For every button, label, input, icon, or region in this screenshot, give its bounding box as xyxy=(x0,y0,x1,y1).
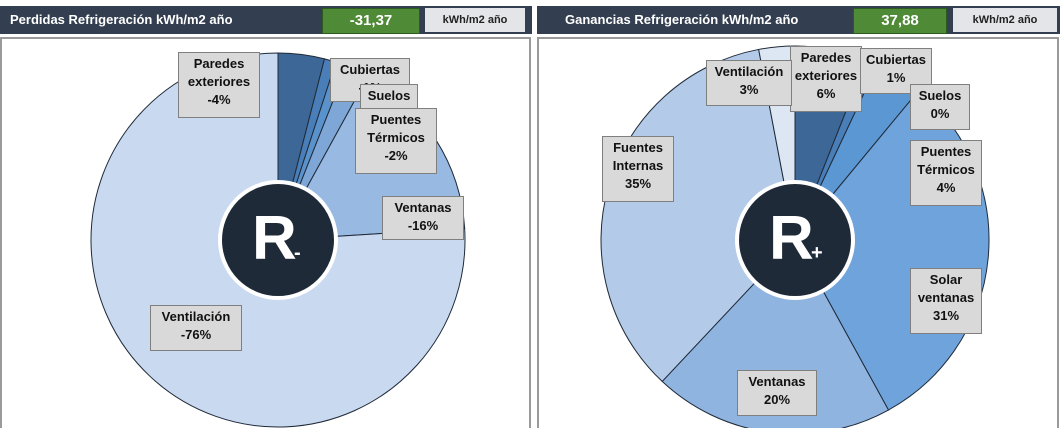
slice-name: Suelos xyxy=(367,88,411,103)
pie-slice xyxy=(661,239,890,428)
slice-name: Paredes exteriores xyxy=(187,56,251,89)
chart-title: Ganancias Refrigeración kWh/m2 año xyxy=(565,12,799,27)
slice-name: Puentes Térmicos xyxy=(917,144,975,177)
center-badge xyxy=(735,180,855,300)
slice-value: 3% xyxy=(739,82,759,97)
slice-label: Solar ventanas 31% xyxy=(910,268,982,334)
total-value: -31,37 xyxy=(322,8,420,34)
slice-label: Paredes exteriores -4% xyxy=(178,52,260,118)
slice-value: 1% xyxy=(886,70,906,85)
slice-value: 0% xyxy=(930,106,950,121)
slice-label: Paredes exteriores 6% xyxy=(790,46,862,112)
slice-name: Solar ventanas xyxy=(917,272,975,305)
slice-value: -16% xyxy=(407,218,439,233)
slice-name: Cubiertas xyxy=(866,52,926,67)
slice-value: -2% xyxy=(384,148,408,163)
slice-name: Fuentes Internas xyxy=(612,140,664,173)
chart-title: Perdidas Refrigeración kWh/m2 año xyxy=(10,12,233,27)
chart-header: Perdidas Refrigeración kWh/m2 año -31,37 k… xyxy=(0,6,532,34)
unit-label: kWh/m2 año xyxy=(953,8,1057,32)
slice-name: Paredes exteriores xyxy=(794,50,858,83)
slice-value: 35% xyxy=(624,176,652,191)
slice-value: 4% xyxy=(936,180,956,195)
center-sign: + xyxy=(811,242,823,264)
chart-header: Ganancias Refrigeración kWh/m2 año 37,88 k… xyxy=(537,6,1060,34)
slice-label: Fuentes Internas 35% xyxy=(602,136,674,202)
slice-label: Suelos 0% xyxy=(910,84,970,130)
slice-value: 6% xyxy=(816,86,836,101)
slice-name: Ventanas xyxy=(748,374,806,389)
center-sign: - xyxy=(294,242,301,264)
slice-name: Cubiertas xyxy=(340,62,400,77)
center-badge xyxy=(218,180,338,300)
slice-value: -4% xyxy=(207,92,231,107)
slice-value: 31% xyxy=(932,308,960,323)
slice-label: Puentes Térmicos 4% xyxy=(910,140,982,206)
slice-name: Puentes Térmicos xyxy=(367,112,425,145)
center-letter: R xyxy=(252,204,297,273)
slice-label: Ventilación -76% xyxy=(150,305,242,351)
slice-name: Suelos xyxy=(918,88,962,103)
slice-label: Ventanas -16% xyxy=(382,196,464,240)
total-value: 37,88 xyxy=(853,8,947,34)
slice-label: Puentes Térmicos -2% xyxy=(355,108,437,174)
slice-name: Ventanas xyxy=(394,200,452,215)
slice-value: 20% xyxy=(763,392,791,407)
slice-name: Ventilación xyxy=(714,64,784,79)
slice-name: Ventilación xyxy=(161,309,231,324)
unit-label: kWh/m2 año xyxy=(425,8,525,32)
center-letter: R xyxy=(769,204,814,273)
slice-label: Ventanas 20% xyxy=(737,370,817,416)
slice-label: Ventilación 3% xyxy=(706,60,792,106)
slice-value: -76% xyxy=(180,327,212,342)
slice-label: Cubiertas 1% xyxy=(860,48,932,94)
